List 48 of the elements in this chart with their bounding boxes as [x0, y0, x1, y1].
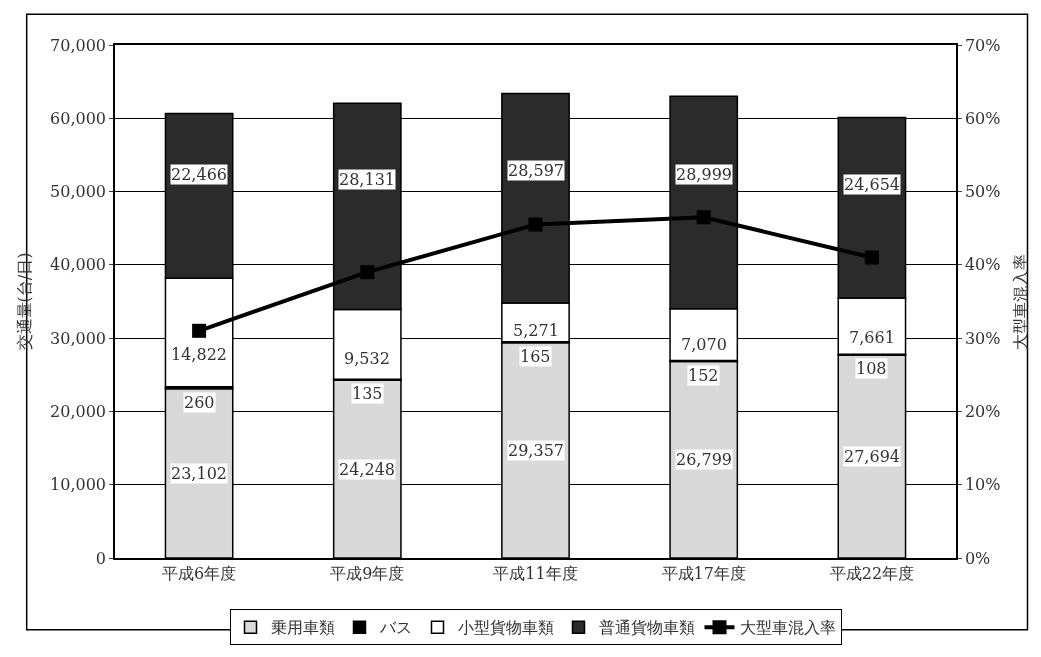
y2-tick-label: 50% [964, 182, 1001, 202]
y-tick-label: 20,000 [50, 402, 107, 422]
y2-tick-label: 0% [964, 548, 991, 568]
data-label: 7,070 [681, 335, 727, 354]
data-label: 108 [856, 359, 887, 378]
y2-tick-label: 60% [964, 108, 1001, 128]
data-label: 28,131 [339, 170, 395, 189]
data-label: 24,248 [339, 460, 395, 479]
data-label: 152 [688, 366, 719, 385]
y-tick-label: 60,000 [50, 108, 107, 128]
data-label: 260 [184, 393, 215, 412]
y-tick-label: 50,000 [50, 182, 107, 202]
y2-tick-label: 20% [964, 402, 1001, 422]
x-tick-label: 平成9年度 [330, 563, 405, 583]
y2-tick-label: 30% [964, 328, 1001, 348]
y-tick-label: 40,000 [50, 255, 107, 275]
data-label: 28,597 [508, 161, 564, 180]
y-axis-title: 交通量(台/日) [15, 252, 35, 351]
data-label: 7,661 [849, 328, 895, 347]
y2-axis-title: 大型車混入率 [1010, 253, 1030, 350]
data-label: 9,532 [344, 349, 390, 368]
data-label: 28,999 [676, 165, 732, 184]
data-label: 24,654 [844, 175, 900, 194]
data-label: 165 [520, 347, 551, 366]
legend-label: 普通貨物車類 [598, 618, 695, 638]
data-label: 27,694 [844, 447, 900, 466]
data-label: 29,357 [508, 441, 564, 460]
legend-label: バス [378, 618, 412, 638]
y-tick-label: 0 [95, 548, 107, 568]
data-label: 5,271 [513, 321, 559, 340]
x-tick-label: 平成22年度 [829, 563, 915, 583]
y-tick-label: 70,000 [50, 35, 107, 55]
legend-label: 大型車混入率 [739, 618, 836, 638]
data-label: 14,822 [171, 345, 227, 364]
x-tick-label: 平成17年度 [661, 563, 746, 583]
y-tick-label: 30,000 [50, 328, 107, 348]
y2-tick-label: 40% [964, 255, 1001, 275]
data-label: 23,102 [171, 464, 227, 483]
y2-tick-label: 10% [964, 475, 1001, 495]
x-tick-label: 平成11年度 [493, 563, 578, 583]
legend-label: 小型貨物車類 [457, 618, 554, 638]
data-label: 135 [352, 384, 383, 403]
data-label: 26,799 [676, 450, 732, 469]
data-label: 22,466 [171, 165, 227, 184]
legend-label: 乗用車類 [270, 618, 335, 638]
x-tick-label: 平成6年度 [162, 563, 237, 583]
y-tick-label: 10,000 [50, 475, 107, 495]
y2-tick-label: 70% [964, 35, 1001, 55]
